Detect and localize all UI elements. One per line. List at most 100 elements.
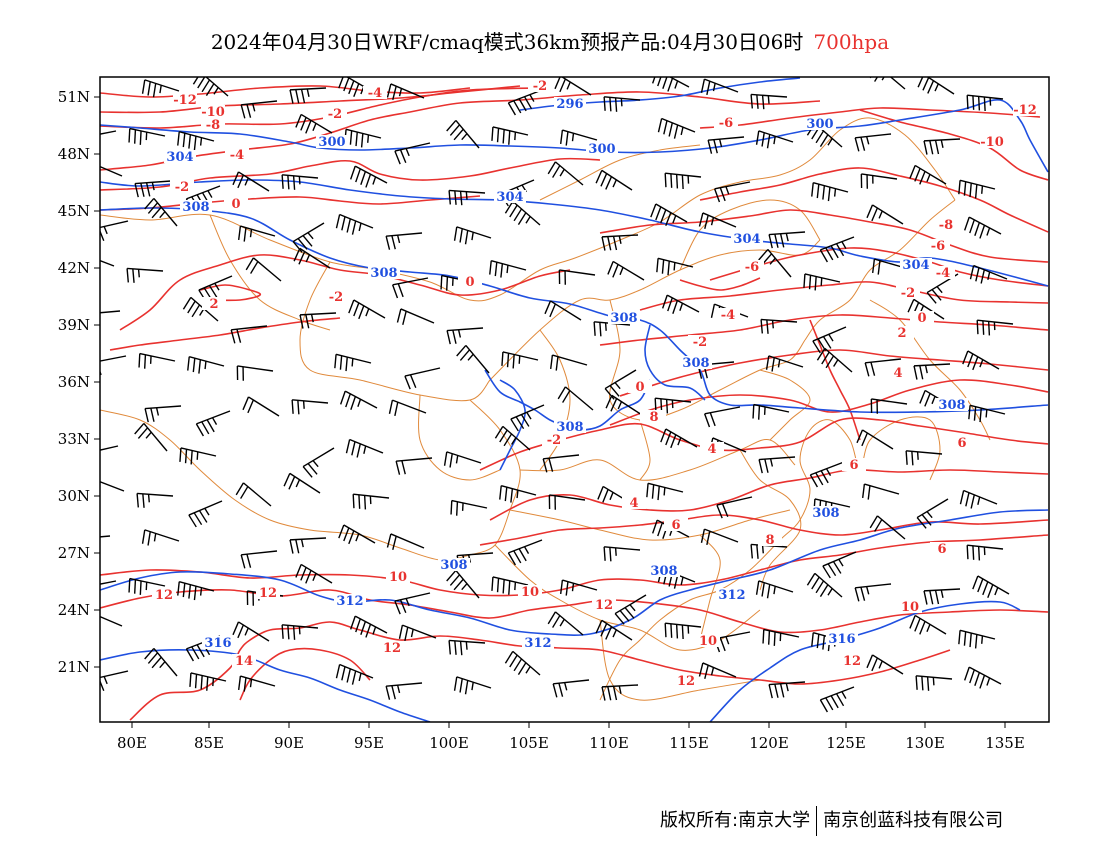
height-label-bg bbox=[316, 135, 348, 148]
height-label: 300 bbox=[806, 117, 833, 132]
wind-barb-icon bbox=[866, 204, 904, 225]
wind-barb-icon bbox=[448, 189, 486, 206]
temperature-label-bg bbox=[930, 542, 954, 555]
wind-barb-icon bbox=[698, 662, 737, 679]
wind-barb-icon bbox=[344, 128, 382, 148]
wind-barb-icon bbox=[548, 494, 586, 510]
height-label-bg bbox=[494, 190, 526, 203]
lon-tick-label: 100E bbox=[429, 734, 469, 752]
wind-barb-icon bbox=[704, 406, 741, 428]
height-label-bg bbox=[608, 311, 640, 324]
lat-tick-label: 42N bbox=[58, 259, 90, 277]
latitude-axis: 51N 48N 45N 42N 39N 36N 33N 30N 27N 24N 21N bbox=[58, 88, 100, 676]
wind-barb-icon bbox=[179, 447, 217, 465]
height-label: 300 bbox=[588, 142, 615, 157]
wind-barb-icon bbox=[504, 650, 541, 676]
wind-barb-icon bbox=[295, 113, 333, 134]
wind-barb-icon bbox=[177, 581, 215, 601]
height-label: 296 bbox=[556, 97, 583, 112]
temperature-label: -2 bbox=[329, 290, 343, 305]
border-line bbox=[509, 509, 791, 541]
wind-barb-icon bbox=[281, 624, 319, 640]
temperature-label-bg bbox=[674, 674, 698, 687]
wind-barb-icon bbox=[607, 260, 645, 281]
wind-barb-icon bbox=[100, 535, 111, 538]
temperature-label-bg bbox=[642, 410, 666, 423]
wind-barb-icon bbox=[348, 299, 386, 320]
temperature-label: -2 bbox=[533, 79, 547, 94]
wind-barb-icon bbox=[126, 267, 164, 283]
height-contour bbox=[100, 509, 1049, 636]
height-label-bg bbox=[804, 117, 836, 130]
wind-barb-icon bbox=[501, 351, 539, 369]
wind-barb-icon bbox=[806, 572, 843, 598]
border-line bbox=[299, 261, 491, 402]
wind-barb-icon bbox=[905, 450, 943, 466]
temperature-label-bg bbox=[152, 588, 176, 601]
lon-tick-label: 130E bbox=[905, 734, 945, 752]
wind-barb-icon bbox=[446, 119, 480, 149]
temperature-contour bbox=[119, 254, 571, 331]
temperature-label: 12 bbox=[259, 586, 277, 601]
height-label-bg bbox=[522, 636, 554, 649]
temperature-label-bg bbox=[458, 275, 482, 288]
lon-tick-label: 105E bbox=[509, 734, 549, 752]
wind-barb-icon bbox=[100, 130, 117, 135]
wind-barb-icon bbox=[235, 482, 272, 507]
temperature-label-bg bbox=[664, 518, 688, 531]
temperature-contour bbox=[129, 621, 951, 721]
wind-barb-icon bbox=[557, 386, 594, 411]
lat-tick-label: 36N bbox=[58, 373, 90, 391]
temperature-label: 4 bbox=[893, 366, 902, 381]
temperature-label: 12 bbox=[383, 641, 401, 656]
wind-barb-icon bbox=[854, 583, 892, 602]
temperature-label-bg bbox=[714, 116, 738, 129]
border-line bbox=[489, 239, 821, 381]
height-label-bg bbox=[936, 398, 968, 411]
wind-barb-icon bbox=[453, 226, 492, 245]
wind-barb-icon bbox=[352, 493, 390, 510]
temperature-label-bg bbox=[201, 105, 225, 118]
height-label-bg bbox=[810, 506, 842, 519]
temperature-label: 8 bbox=[649, 410, 658, 425]
wind-barb-icon bbox=[750, 93, 788, 110]
wind-barb-icon bbox=[664, 622, 702, 640]
wind-barb-icon bbox=[291, 399, 329, 415]
wind-barb-icon bbox=[916, 498, 949, 529]
wind-barb-icon bbox=[245, 257, 282, 282]
wind-barb-icon bbox=[141, 79, 180, 98]
temperature-label-bg bbox=[898, 600, 922, 613]
temperature-label: -4 bbox=[230, 148, 244, 163]
temperature-label-bg bbox=[592, 598, 616, 611]
height-label-bg bbox=[180, 200, 212, 213]
lat-tick-label: 48N bbox=[58, 145, 90, 163]
wind-barb-icon bbox=[755, 130, 794, 149]
temperature-label-bg bbox=[528, 79, 552, 92]
height-label: 308 bbox=[182, 200, 209, 215]
wind-barb-icon bbox=[614, 594, 647, 625]
wind-barb-icon bbox=[547, 611, 584, 636]
wind-barb-icon bbox=[237, 225, 276, 242]
temperature-label: 0 bbox=[917, 311, 926, 326]
chart-title: 2024年04月30日WRF/cmaq模式36km预报产品:04月30日06时 7… bbox=[0, 26, 1100, 55]
wind-barb-icon bbox=[237, 675, 276, 692]
border-line bbox=[869, 299, 991, 441]
height-contour bbox=[709, 600, 1021, 722]
wind-barb-icon bbox=[707, 136, 745, 154]
wind-barb-icon bbox=[806, 122, 843, 148]
border-line bbox=[539, 144, 701, 201]
temperature-label-bg bbox=[758, 533, 782, 546]
height-label-bg bbox=[368, 266, 400, 279]
height-label: 304 bbox=[496, 190, 523, 205]
temperature-label-bg bbox=[700, 442, 724, 455]
temperature-contour bbox=[679, 277, 761, 291]
wind-barb-icon bbox=[595, 619, 633, 641]
wind-barb-icon bbox=[923, 588, 961, 605]
wind-barb-icon bbox=[714, 631, 751, 653]
temperature-label-bg bbox=[896, 286, 920, 299]
wind-barb-icon bbox=[559, 129, 598, 146]
height-label: 308 bbox=[370, 266, 397, 281]
wind-barb-icon bbox=[394, 142, 431, 165]
wind-barb-icon bbox=[187, 356, 225, 374]
temperature-contour bbox=[699, 107, 1041, 129]
